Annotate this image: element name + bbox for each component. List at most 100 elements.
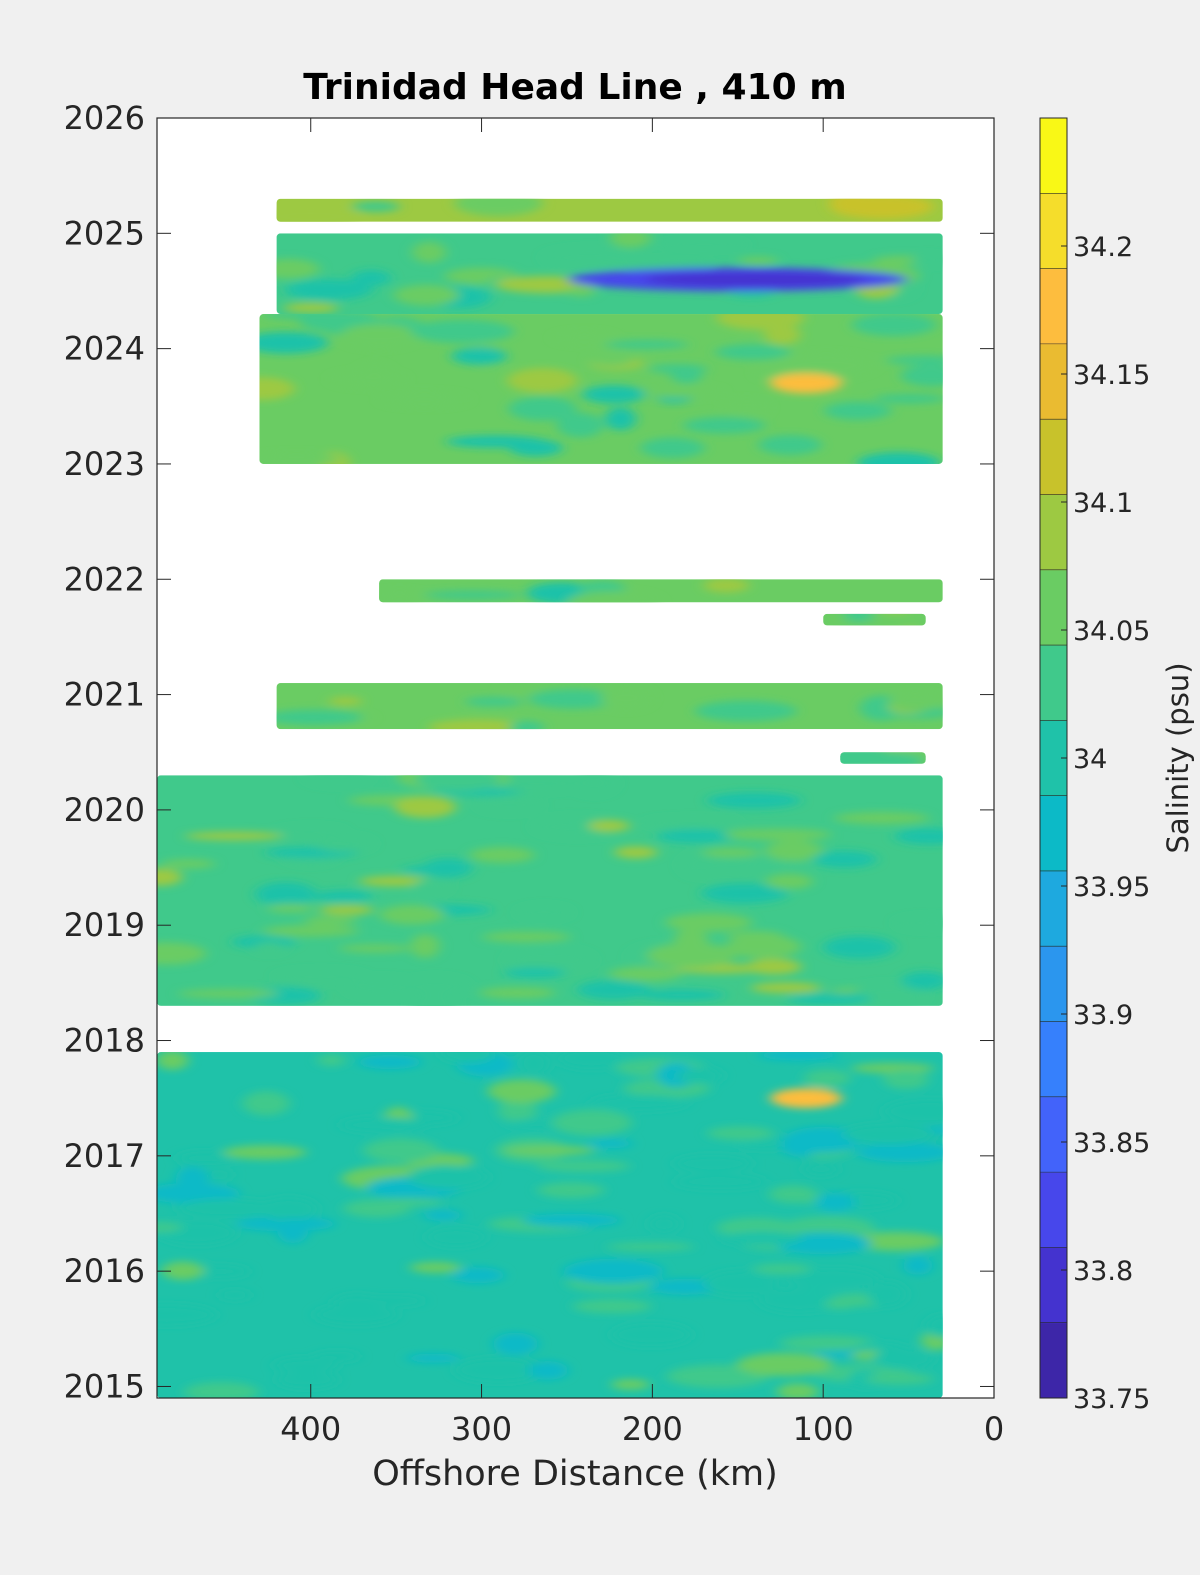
band-base xyxy=(379,579,943,603)
salinity-patch xyxy=(242,1091,290,1116)
salinity-patch xyxy=(277,1217,309,1244)
salinity-patch xyxy=(746,958,802,975)
salinity-patch xyxy=(921,1330,943,1351)
colorbar-tick-label: 34.1 xyxy=(1073,488,1133,519)
salinity-patch xyxy=(176,1151,235,1165)
y-tick-label: 2015 xyxy=(64,1367,145,1405)
salinity-patch xyxy=(738,256,779,266)
salinity-patch xyxy=(780,1134,820,1157)
salinity-patch xyxy=(785,993,872,1005)
salinity-patch xyxy=(656,829,735,844)
y-tick-label: 2017 xyxy=(64,1137,145,1175)
salinity-patch xyxy=(572,1299,652,1314)
salinity-patch xyxy=(259,1197,318,1221)
salinity-patch xyxy=(491,775,584,792)
band-texture xyxy=(157,1052,943,1398)
salinity-patch xyxy=(551,1109,632,1136)
salinity-patch xyxy=(706,792,801,809)
salinity-patch xyxy=(469,846,535,863)
colorbar-segment xyxy=(1040,118,1067,194)
salinity-patch xyxy=(840,752,897,764)
salinity-patch xyxy=(600,686,652,710)
salinity-patch xyxy=(157,1222,183,1233)
salinity-patch xyxy=(517,905,571,919)
salinity-patch xyxy=(305,775,371,786)
salinity-patch xyxy=(313,890,373,903)
salinity-patch xyxy=(823,935,896,959)
salinity-patch xyxy=(330,371,406,387)
salinity-band xyxy=(276,198,943,222)
salinity-patch xyxy=(273,1357,339,1374)
band-base xyxy=(276,198,943,222)
salinity-patch xyxy=(403,977,469,996)
salinity-patch xyxy=(614,846,658,859)
salinity-patch xyxy=(451,1267,505,1284)
x-tick-label: 0 xyxy=(984,1410,1004,1448)
salinity-patch xyxy=(764,324,801,345)
salinity-patch xyxy=(848,1369,883,1389)
salinity-band xyxy=(157,775,943,1006)
salinity-patch xyxy=(339,1117,426,1133)
axes-frame xyxy=(156,117,995,1399)
salinity-patch xyxy=(454,1357,543,1383)
salinity-patch xyxy=(567,591,661,603)
y-tick-label: 2018 xyxy=(64,1022,145,1060)
band-texture xyxy=(840,752,926,764)
salinity-patch xyxy=(888,613,926,626)
salinity-patch xyxy=(777,353,876,378)
salinity-patch xyxy=(556,412,604,438)
salinity-patch xyxy=(715,344,791,361)
y-tick-label: 2016 xyxy=(64,1252,145,1290)
salinity-patch xyxy=(314,1304,398,1326)
salinity-maximum xyxy=(770,1088,843,1109)
salinity-patch xyxy=(833,811,930,825)
salinity-patch xyxy=(716,314,805,330)
colorbar-tick-label: 33.8 xyxy=(1073,1256,1133,1287)
salinity-patch xyxy=(725,934,802,959)
salinity-patch xyxy=(351,270,391,286)
salinity-patch xyxy=(328,696,363,706)
colorbar-tick-label: 33.95 xyxy=(1073,872,1150,903)
salinity-patch xyxy=(604,407,637,431)
salinity-patch xyxy=(758,1287,840,1313)
colorbar-segment xyxy=(1040,946,1067,1023)
salinity-patch xyxy=(518,1052,550,1076)
salinity-patch xyxy=(843,613,874,623)
colorbar-segment xyxy=(1040,343,1067,420)
salinity-patch xyxy=(358,1055,422,1070)
colorbar-tick-label: 34 xyxy=(1073,744,1107,775)
salinity-patch xyxy=(865,1373,934,1385)
salinity-patch xyxy=(803,1069,851,1087)
salinity-patch xyxy=(611,1322,692,1347)
salinity-patch xyxy=(508,439,563,457)
axis-ticks: 2015 2016 2017 2018 2019 2020 2021 2022 2023 2024… xyxy=(64,99,1005,1448)
salinity-patch xyxy=(259,453,342,464)
salinity-patch xyxy=(903,1255,933,1275)
salinity-patch xyxy=(587,1138,633,1149)
salinity-patch xyxy=(925,1314,943,1338)
salinity-patch xyxy=(157,1052,189,1070)
colorbar-segment xyxy=(1040,795,1067,872)
band-texture xyxy=(276,198,934,222)
salinity-patch xyxy=(402,865,464,875)
band-texture xyxy=(276,683,943,730)
salinity-patch xyxy=(704,1270,779,1297)
salinity-patch xyxy=(553,332,615,344)
salinity-patch xyxy=(557,1052,625,1070)
salinity-patch xyxy=(706,1126,774,1141)
salinity-patch xyxy=(317,1053,346,1067)
salinity-patch xyxy=(503,1145,596,1156)
colorbar-segment xyxy=(1040,1247,1067,1324)
salinity-patch xyxy=(508,720,545,730)
colorbar-segment xyxy=(1040,1096,1067,1173)
salinity-patch xyxy=(833,198,934,219)
salinity-patch xyxy=(851,314,937,337)
colorbar-segment xyxy=(1040,1021,1067,1098)
y-tick-label: 2024 xyxy=(64,330,145,368)
salinity-patch xyxy=(501,683,538,698)
salinity-patch xyxy=(725,930,783,940)
salinity-patch xyxy=(724,399,769,416)
salinity-patch xyxy=(648,364,708,374)
salinity-patch xyxy=(750,982,821,994)
salinity-patch xyxy=(410,933,440,959)
